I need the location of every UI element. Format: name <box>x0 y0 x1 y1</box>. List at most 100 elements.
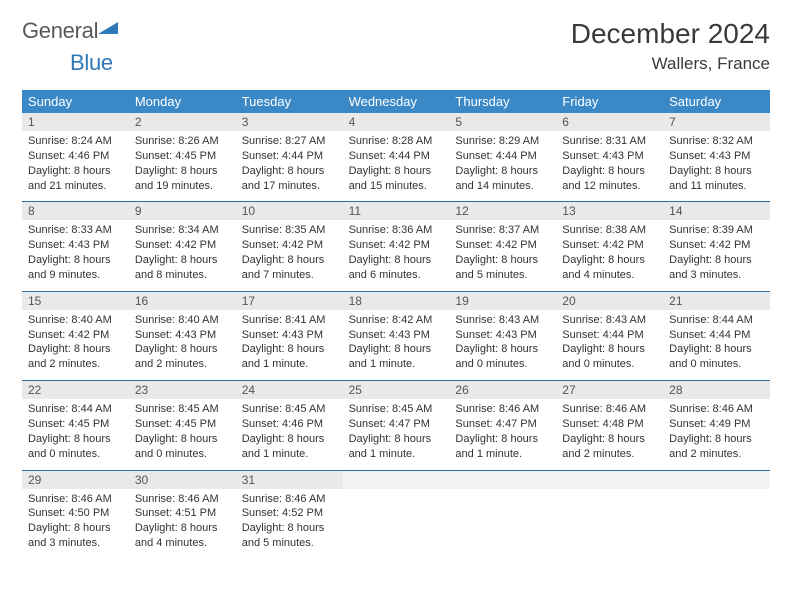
day-cell: 21Sunrise: 8:44 AMSunset: 4:44 PMDayligh… <box>663 292 770 380</box>
calendar: Sunday Monday Tuesday Wednesday Thursday… <box>22 90 770 559</box>
sunset-text: Sunset: 4:52 PM <box>242 506 337 521</box>
day-cell: 13Sunrise: 8:38 AMSunset: 4:42 PMDayligh… <box>556 202 663 290</box>
day-cell: 7Sunrise: 8:32 AMSunset: 4:43 PMDaylight… <box>663 113 770 201</box>
sunset-text: Sunset: 4:45 PM <box>135 149 230 164</box>
sunrise-text: Sunrise: 8:46 AM <box>135 492 230 507</box>
day-details: Sunrise: 8:46 AMSunset: 4:47 PMDaylight:… <box>449 399 556 469</box>
day-number: 13 <box>556 202 663 220</box>
daylight-text: Daylight: 8 hours and 2 minutes. <box>669 432 764 462</box>
day-details: Sunrise: 8:35 AMSunset: 4:42 PMDaylight:… <box>236 220 343 290</box>
day-cell: 20Sunrise: 8:43 AMSunset: 4:44 PMDayligh… <box>556 292 663 380</box>
daylight-text: Daylight: 8 hours and 2 minutes. <box>28 342 123 372</box>
sunrise-text: Sunrise: 8:43 AM <box>455 313 550 328</box>
day-number: 2 <box>129 113 236 131</box>
sunrise-text: Sunrise: 8:31 AM <box>562 134 657 149</box>
day-number: 20 <box>556 292 663 310</box>
sunrise-text: Sunrise: 8:40 AM <box>135 313 230 328</box>
day-cell: 9 Sunrise: 8:34 AMSunset: 4:42 PMDaylight… <box>129 202 236 290</box>
day-header: Sunday <box>22 90 129 113</box>
day-cell: 14Sunrise: 8:39 AMSunset: 4:42 PMDayligh… <box>663 202 770 290</box>
empty-day <box>663 471 770 489</box>
daylight-text: Daylight: 8 hours and 9 minutes. <box>28 253 123 283</box>
day-cell: 3Sunrise: 8:27 AMSunset: 4:44 PMDaylight… <box>236 113 343 201</box>
day-number: 19 <box>449 292 556 310</box>
day-number: 10 <box>236 202 343 220</box>
day-number: 23 <box>129 381 236 399</box>
sunset-text: Sunset: 4:49 PM <box>669 417 764 432</box>
day-number: 24 <box>236 381 343 399</box>
daylight-text: Daylight: 8 hours and 3 minutes. <box>28 521 123 551</box>
day-cell: 29Sunrise: 8:46 AMSunset: 4:50 PMDayligh… <box>22 471 129 559</box>
day-details: Sunrise: 8:40 AMSunset: 4:42 PMDaylight:… <box>22 310 129 380</box>
daylight-text: Daylight: 8 hours and 6 minutes. <box>349 253 444 283</box>
daylight-text: Daylight: 8 hours and 0 minutes. <box>455 342 550 372</box>
day-details: Sunrise: 8:44 AMSunset: 4:44 PMDaylight:… <box>663 310 770 380</box>
day-header: Wednesday <box>343 90 450 113</box>
day-cell: 24Sunrise: 8:45 AMSunset: 4:46 PMDayligh… <box>236 381 343 469</box>
sunrise-text: Sunrise: 8:38 AM <box>562 223 657 238</box>
day-cell: 4Sunrise: 8:28 AMSunset: 4:44 PMDaylight… <box>343 113 450 201</box>
logo-text-a: General <box>22 18 98 44</box>
sunset-text: Sunset: 4:45 PM <box>135 417 230 432</box>
day-cell <box>343 471 450 559</box>
location-text: Wallers, France <box>571 54 770 74</box>
week-row: 22Sunrise: 8:44 AMSunset: 4:45 PMDayligh… <box>22 381 770 470</box>
sunrise-text: Sunrise: 8:34 AM <box>135 223 230 238</box>
week-row: 15Sunrise: 8:40 AMSunset: 4:42 PMDayligh… <box>22 292 770 381</box>
day-cell: 19Sunrise: 8:43 AMSunset: 4:43 PMDayligh… <box>449 292 556 380</box>
day-number: 9 <box>129 202 236 220</box>
day-details: Sunrise: 8:40 AMSunset: 4:43 PMDaylight:… <box>129 310 236 380</box>
week-row: 29Sunrise: 8:46 AMSunset: 4:50 PMDayligh… <box>22 471 770 559</box>
day-number: 26 <box>449 381 556 399</box>
day-cell: 15Sunrise: 8:40 AMSunset: 4:42 PMDayligh… <box>22 292 129 380</box>
sunrise-text: Sunrise: 8:26 AM <box>135 134 230 149</box>
day-details: Sunrise: 8:42 AMSunset: 4:43 PMDaylight:… <box>343 310 450 380</box>
sunset-text: Sunset: 4:45 PM <box>28 417 123 432</box>
daylight-text: Daylight: 8 hours and 2 minutes. <box>562 432 657 462</box>
day-details: Sunrise: 8:44 AMSunset: 4:45 PMDaylight:… <box>22 399 129 469</box>
title-block: December 2024 Wallers, France <box>571 18 770 74</box>
empty-day <box>449 471 556 489</box>
sunrise-text: Sunrise: 8:46 AM <box>669 402 764 417</box>
sunrise-text: Sunrise: 8:43 AM <box>562 313 657 328</box>
logo: General <box>22 18 120 44</box>
day-number: 3 <box>236 113 343 131</box>
day-cell: 31Sunrise: 8:46 AMSunset: 4:52 PMDayligh… <box>236 471 343 559</box>
day-header: Thursday <box>449 90 556 113</box>
sunrise-text: Sunrise: 8:46 AM <box>455 402 550 417</box>
daylight-text: Daylight: 8 hours and 0 minutes. <box>28 432 123 462</box>
day-details: Sunrise: 8:38 AMSunset: 4:42 PMDaylight:… <box>556 220 663 290</box>
sunrise-text: Sunrise: 8:32 AM <box>669 134 764 149</box>
day-details: Sunrise: 8:24 AMSunset: 4:46 PMDaylight:… <box>22 131 129 201</box>
daylight-text: Daylight: 8 hours and 3 minutes. <box>669 253 764 283</box>
day-details: Sunrise: 8:36 AMSunset: 4:42 PMDaylight:… <box>343 220 450 290</box>
day-cell: 11Sunrise: 8:36 AMSunset: 4:42 PMDayligh… <box>343 202 450 290</box>
daylight-text: Daylight: 8 hours and 0 minutes. <box>562 342 657 372</box>
daylight-text: Daylight: 8 hours and 1 minute. <box>349 342 444 372</box>
sunrise-text: Sunrise: 8:28 AM <box>349 134 444 149</box>
day-number: 11 <box>343 202 450 220</box>
sunset-text: Sunset: 4:42 PM <box>135 238 230 253</box>
daylight-text: Daylight: 8 hours and 21 minutes. <box>28 164 123 194</box>
daylight-text: Daylight: 8 hours and 8 minutes. <box>135 253 230 283</box>
sunrise-text: Sunrise: 8:45 AM <box>349 402 444 417</box>
sunset-text: Sunset: 4:42 PM <box>349 238 444 253</box>
daylight-text: Daylight: 8 hours and 1 minute. <box>349 432 444 462</box>
sunset-text: Sunset: 4:43 PM <box>669 149 764 164</box>
sunrise-text: Sunrise: 8:40 AM <box>28 313 123 328</box>
day-number: 31 <box>236 471 343 489</box>
daylight-text: Daylight: 8 hours and 11 minutes. <box>669 164 764 194</box>
sunrise-text: Sunrise: 8:33 AM <box>28 223 123 238</box>
day-details: Sunrise: 8:46 AMSunset: 4:48 PMDaylight:… <box>556 399 663 469</box>
day-details: Sunrise: 8:43 AMSunset: 4:44 PMDaylight:… <box>556 310 663 380</box>
day-number: 4 <box>343 113 450 131</box>
daylight-text: Daylight: 8 hours and 0 minutes. <box>669 342 764 372</box>
day-number: 22 <box>22 381 129 399</box>
day-header-row: Sunday Monday Tuesday Wednesday Thursday… <box>22 90 770 113</box>
day-details: Sunrise: 8:33 AMSunset: 4:43 PMDaylight:… <box>22 220 129 290</box>
day-number: 27 <box>556 381 663 399</box>
sunset-text: Sunset: 4:50 PM <box>28 506 123 521</box>
sunset-text: Sunset: 4:44 PM <box>455 149 550 164</box>
day-number: 14 <box>663 202 770 220</box>
sunrise-text: Sunrise: 8:45 AM <box>242 402 337 417</box>
